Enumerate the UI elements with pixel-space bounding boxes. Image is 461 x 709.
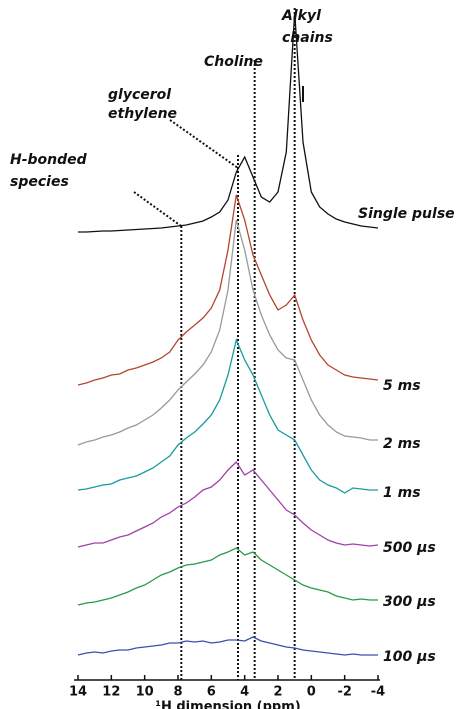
x-tick-label: 8 — [173, 685, 182, 700]
annotation: species — [10, 174, 69, 190]
leader — [133, 191, 182, 227]
x-tick-label: 2 — [273, 685, 282, 700]
spectrum — [77, 547, 378, 606]
annotation: H-bonded — [10, 152, 88, 168]
x-tick-label: -2 — [337, 685, 351, 700]
series-label: 100 µs — [383, 649, 436, 665]
x-tick-label: 10 — [136, 685, 154, 700]
annotation: glycerol — [108, 87, 171, 103]
series-label: 2 ms — [383, 436, 421, 452]
x-tick-label: 14 — [69, 685, 87, 700]
spectrum — [77, 460, 379, 548]
x-tick-label: 12 — [102, 685, 120, 700]
x-tick-label: 4 — [240, 685, 249, 700]
x-tick-label: 6 — [207, 685, 216, 700]
series-label: Single pulse — [358, 206, 455, 222]
series-label: 300 µs — [383, 594, 436, 610]
x-axis-label: ¹H dimension (ppm) — [155, 700, 300, 709]
series-label: 5 ms — [383, 378, 421, 394]
spectrum — [77, 194, 379, 386]
x-tick-label: 0 — [307, 685, 316, 700]
annotation: ethylene — [108, 106, 177, 122]
annotation: Alkyl — [281, 8, 321, 24]
spectrum — [78, 11, 379, 233]
leader — [169, 119, 239, 169]
spectrum — [77, 636, 378, 656]
annotation: Choline — [204, 54, 263, 70]
spectrum — [77, 337, 378, 494]
x-tick-label: -4 — [371, 685, 385, 700]
annotation-leaders — [133, 119, 239, 227]
annotation: chains — [282, 30, 333, 46]
spectrum — [77, 219, 378, 446]
series-label: 500 µs — [383, 540, 436, 556]
series-label: 1 ms — [383, 485, 421, 501]
